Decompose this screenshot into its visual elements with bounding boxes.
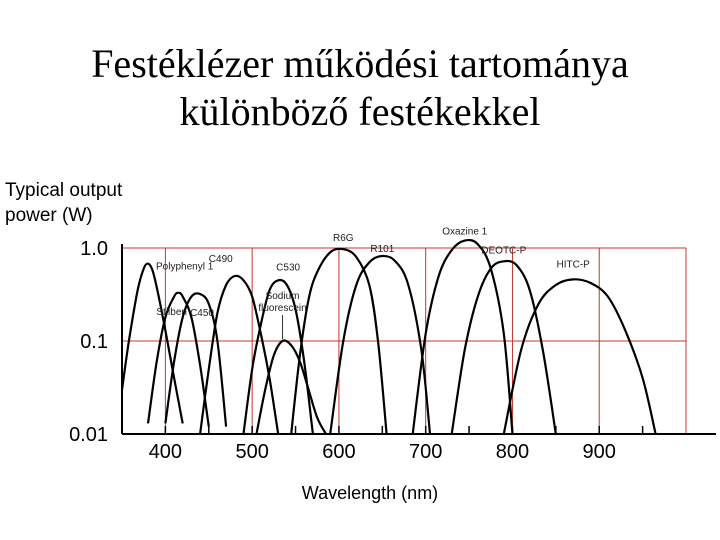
slide-title-line-2: különböző festékekkel — [179, 89, 541, 134]
curve-polyphenyl-1 — [120, 262, 184, 424]
curve-hitc-p — [502, 278, 657, 435]
series-label-c450: C450 — [190, 308, 214, 319]
tick-labels: 400 500 600 700 800 900 1.0 0.1 0.01 — [69, 238, 644, 463]
y-axis-label: Typical output power (W) — [5, 180, 123, 226]
curve-sodium-fluorescein — [255, 339, 327, 435]
series-label-stilben: Stilben — [156, 307, 187, 318]
slide-title: Festéklézer működési tartománya különböz… — [0, 40, 720, 136]
slide-title-line-1: Festéklézer működési tartománya — [91, 41, 629, 86]
curve-c490 — [199, 274, 280, 435]
series-label-hitc-p: HITC-P — [557, 259, 591, 270]
x-tick-label-400: 400 — [149, 441, 182, 463]
curve-deotc-p — [450, 259, 557, 435]
curves — [120, 238, 657, 435]
y-tick-label-1.0: 1.0 — [80, 238, 108, 260]
series-label-oxazine-1: Oxazine 1 — [442, 227, 487, 238]
grid — [121, 244, 716, 435]
y-axis-label-line-2: power (W) — [5, 205, 93, 226]
curve-c530 — [242, 278, 314, 435]
x-axis-label: Wavelength (nm) — [302, 483, 438, 503]
series-label-c490: C490 — [209, 254, 233, 265]
series-label-sodium-fluorescein-1: Sodium — [266, 291, 300, 302]
series-label-r6g: R6G — [333, 233, 354, 244]
series-label-deotc-p: DEOTC-P — [481, 245, 526, 256]
x-tick-label-700: 700 — [409, 441, 442, 463]
curve-oxazine-1 — [411, 238, 514, 435]
y-tick-label-0.01: 0.01 — [69, 424, 108, 446]
curve-r101 — [329, 254, 432, 435]
series-label-polyphenyl-1: Polyphenyl 1 — [156, 262, 214, 273]
dye-labels: Polyphenyl 1 Stilben C450 C490 C530 Sodiumflu… — [156, 227, 590, 339]
x-tick-label-800: 800 — [496, 441, 529, 463]
x-tick-label-900: 900 — [583, 441, 616, 463]
x-tick-label-600: 600 — [322, 441, 355, 463]
curve-stilben — [146, 291, 210, 427]
y-axis-label-line-1: Typical output — [5, 180, 123, 201]
series-label-r101: R101 — [370, 244, 394, 255]
curve-r6g — [290, 247, 388, 435]
x-tick-label-500: 500 — [235, 441, 268, 463]
series-label-sodium-fluorescein-2: fluorescein — [258, 303, 306, 314]
y-tick-label-0.1: 0.1 — [80, 331, 108, 353]
curve-c450 — [164, 292, 228, 427]
series-label-c530: C530 — [276, 262, 300, 273]
